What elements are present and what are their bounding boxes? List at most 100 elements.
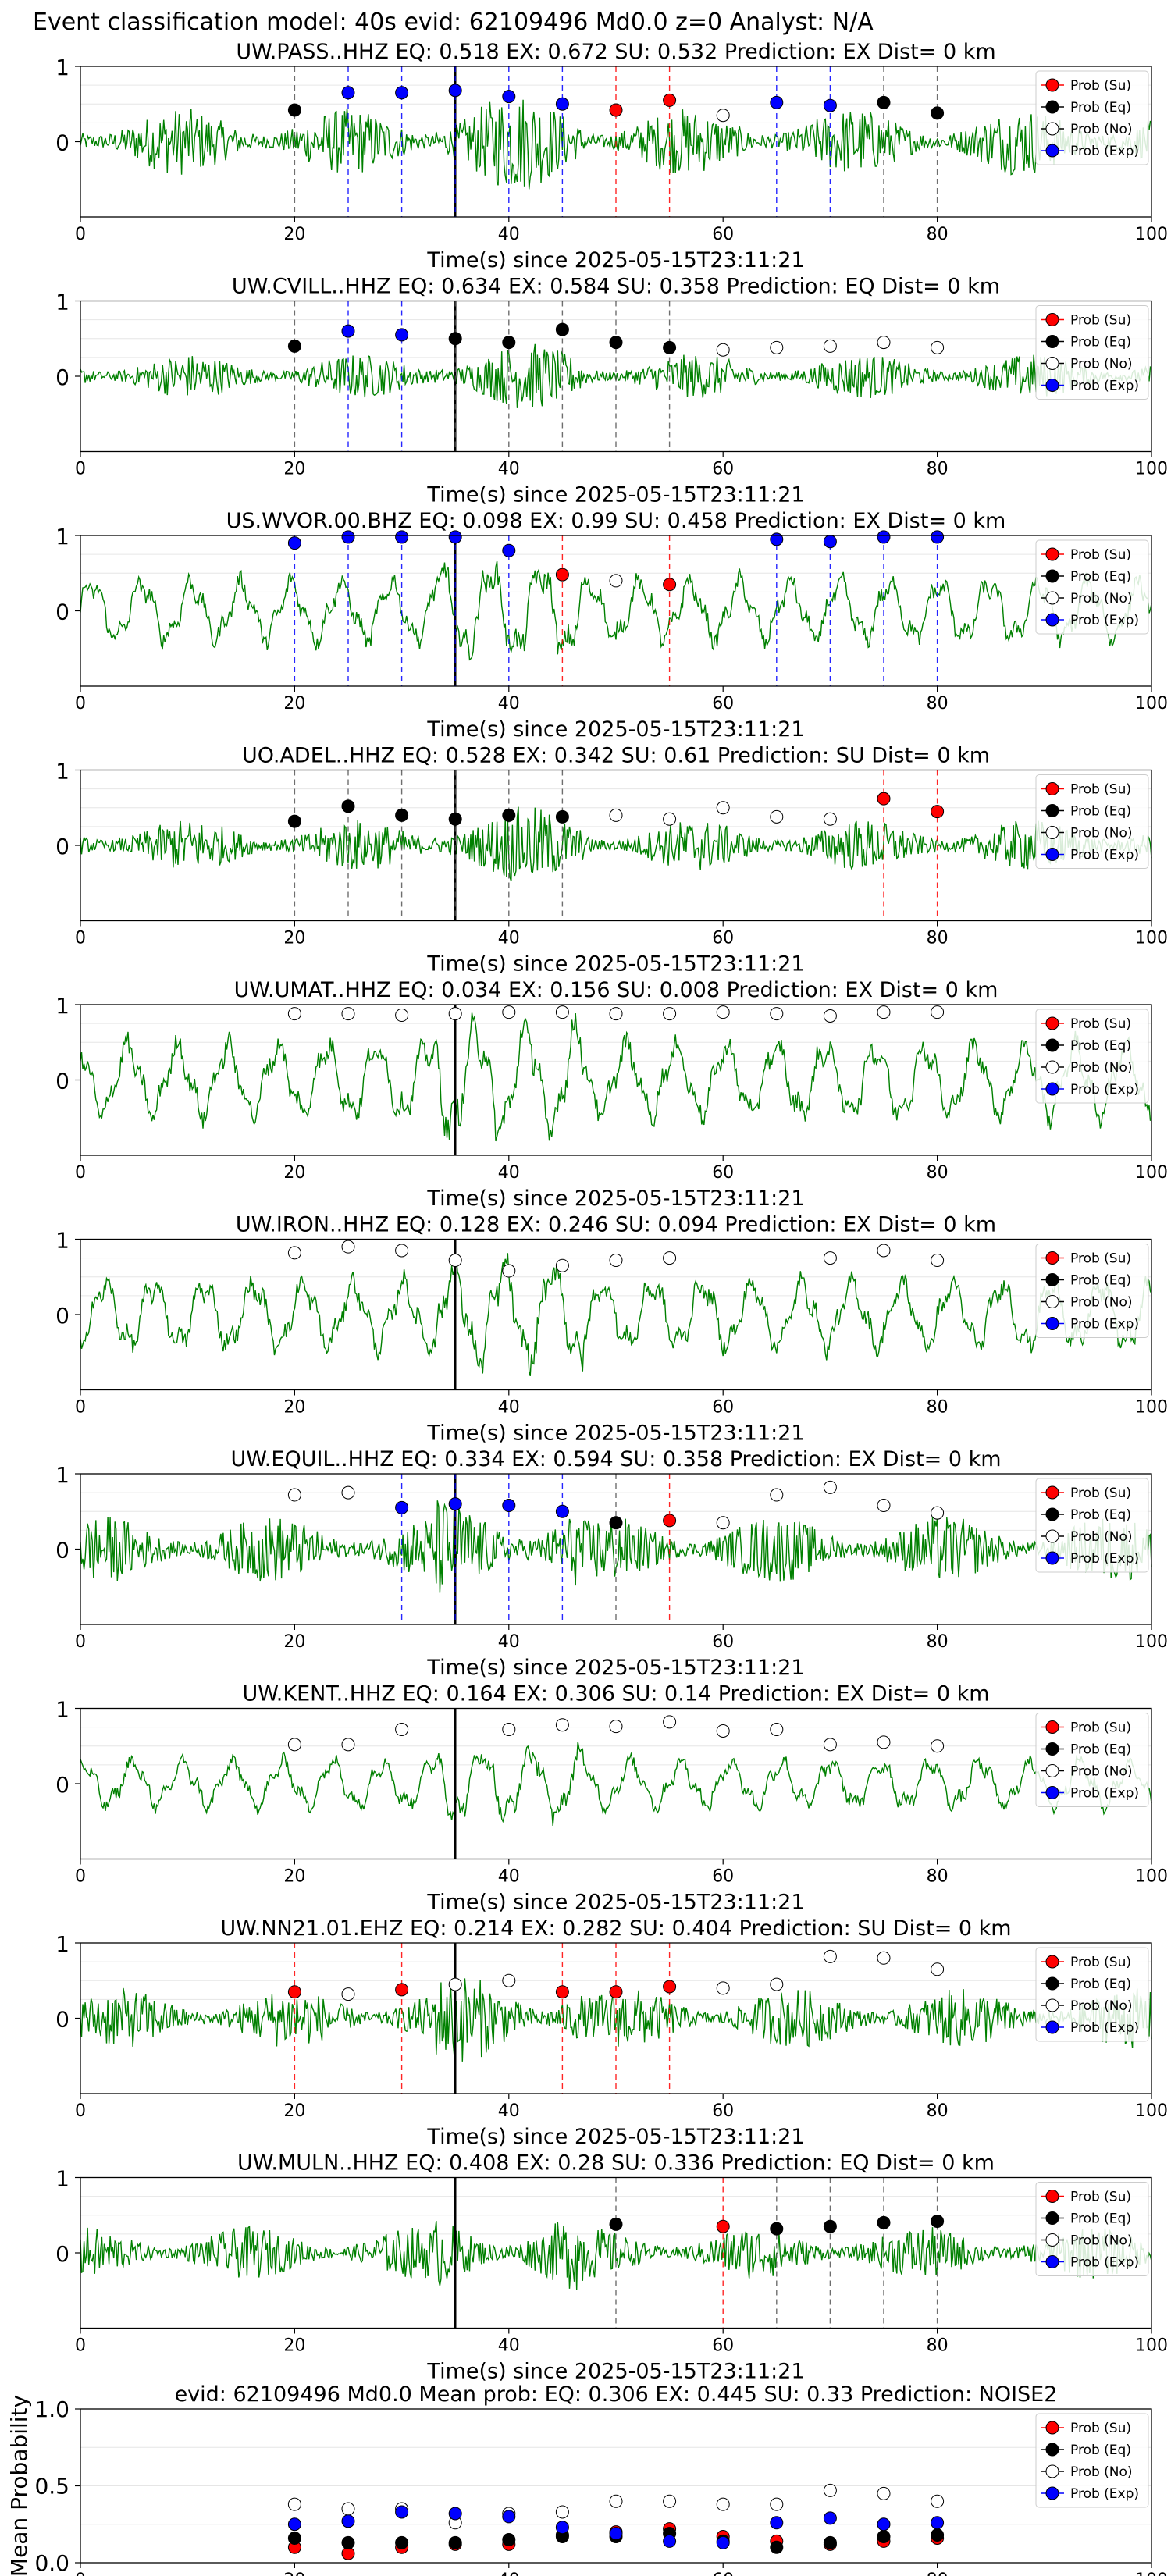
legend-marker-exp xyxy=(1045,1317,1059,1330)
x-tick-label: 0 xyxy=(75,2571,86,2576)
window-point-no xyxy=(823,812,837,826)
mean-point-eq xyxy=(823,2535,837,2549)
mean-point-no xyxy=(287,2497,301,2511)
y-tick-label: 1.0 xyxy=(34,2396,69,2422)
x-tick-label: 60 xyxy=(712,1163,734,1183)
window-point-exp xyxy=(502,90,516,104)
legend-marker-exp xyxy=(1045,1551,1059,1565)
x-tick-label: 100 xyxy=(1135,2336,1168,2356)
legend-label: Prob (Su) xyxy=(1070,2421,1131,2436)
legend-label: Prob (Eq) xyxy=(1070,1273,1131,1289)
x-tick-label: 60 xyxy=(712,694,734,713)
window-point-eq xyxy=(609,2217,623,2231)
mean-point-eq xyxy=(931,2528,945,2542)
legend-label: Prob (Su) xyxy=(1070,78,1131,94)
station-panel-8: UW.KENT..HHZ EQ: 0.164 EX: 0.306 SU: 0.1… xyxy=(55,1682,1168,1915)
x-tick-label: 40 xyxy=(498,460,520,479)
legend-label: Prob (Exp) xyxy=(1070,848,1139,863)
window-point-no xyxy=(877,1735,891,1749)
legend-marker-eq xyxy=(1045,100,1059,114)
window-point-no xyxy=(931,1739,945,1753)
legend-marker-su xyxy=(1045,1485,1059,1500)
legend-box xyxy=(1035,774,1149,869)
x-tick-label: 100 xyxy=(1135,225,1168,244)
x-tick-label: 60 xyxy=(712,1398,734,1418)
mean-point-no xyxy=(555,2505,569,2519)
x-tick-label: 20 xyxy=(283,1867,305,1887)
window-point-su xyxy=(663,578,677,592)
y-tick-label: 0.0 xyxy=(34,2550,69,2576)
window-point-no xyxy=(770,1723,784,1737)
x-tick-label: 80 xyxy=(927,1867,949,1887)
window-point-no xyxy=(931,1254,945,1268)
x-tick-label: 60 xyxy=(712,2571,734,2576)
window-point-su xyxy=(663,93,677,107)
window-point-su xyxy=(663,1514,677,1528)
x-tick-label: 40 xyxy=(498,1867,520,1887)
station-panel-10: UW.MULN..HHZ EQ: 0.408 EX: 0.28 SU: 0.33… xyxy=(55,2151,1168,2384)
window-point-no xyxy=(770,340,784,354)
legend-label: Prob (Su) xyxy=(1070,782,1131,798)
legend-marker-exp xyxy=(1045,2020,1059,2034)
panel-title: UW.EQUIL..HHZ EQ: 0.334 EX: 0.594 SU: 0.… xyxy=(230,1447,1001,1471)
axes-frame xyxy=(80,535,1152,687)
window-point-no xyxy=(770,1488,784,1502)
legend-label: Prob (Su) xyxy=(1070,1955,1131,1970)
window-point-exp xyxy=(341,324,355,338)
legend-label: Prob (Exp) xyxy=(1070,1082,1139,1098)
mean-point-exp xyxy=(502,2510,516,2524)
y-tick-label: 0 xyxy=(55,2241,69,2267)
legend-marker-no xyxy=(1045,591,1059,605)
window-point-eq xyxy=(502,808,516,822)
legend: Prob (Su) Prob (Eq) Prob (No) Prob (Exp) xyxy=(1035,774,1149,869)
window-point-no xyxy=(341,1240,355,1254)
window-point-no xyxy=(823,339,837,353)
window-point-eq xyxy=(931,106,945,120)
window-point-exp xyxy=(341,86,355,100)
legend-label: Prob (Su) xyxy=(1070,1016,1131,1032)
window-point-eq xyxy=(609,1516,623,1530)
window-point-su xyxy=(877,792,891,806)
mean-point-exp xyxy=(395,2505,409,2519)
mean-point-eq xyxy=(502,2532,516,2546)
mean-point-exp xyxy=(287,2517,301,2532)
window-point-eq xyxy=(287,103,301,117)
legend-marker-no xyxy=(1045,1060,1059,1074)
panel-title: UW.NN21.01.EHZ EQ: 0.214 EX: 0.282 SU: 0… xyxy=(220,1916,1011,1941)
mean-point-no xyxy=(663,2494,677,2508)
axes-frame xyxy=(80,1238,1152,1391)
y-tick-label: 0 xyxy=(55,1538,69,1564)
x-tick-label: 80 xyxy=(927,1163,949,1183)
x-axis-label: Time(s) since 2025-05-15T23:11:21 xyxy=(426,248,804,272)
x-tick-label: 60 xyxy=(712,2336,734,2356)
mean-point-no xyxy=(877,2486,891,2500)
x-tick-label: 80 xyxy=(927,1632,949,1652)
legend-marker-no xyxy=(1045,2464,1059,2478)
mean-probability-panel: evid: 62109496 Md0.0 Mean prob: EQ: 0.30… xyxy=(6,2382,1168,2576)
y-tick-label: 1 xyxy=(55,524,69,550)
x-tick-label: 0 xyxy=(75,1632,86,1652)
legend-marker-eq xyxy=(1045,1742,1059,1756)
legend-marker-eq xyxy=(1045,2443,1059,2457)
waveform-trace xyxy=(80,560,1152,661)
x-tick-label: 20 xyxy=(283,2571,305,2576)
legend-label: Prob (Eq) xyxy=(1070,804,1131,820)
y-tick-label: 0.5 xyxy=(34,2474,69,2500)
legend-marker-su xyxy=(1045,78,1059,92)
window-point-no xyxy=(877,1499,891,1513)
window-point-eq xyxy=(877,2215,891,2229)
legend: Prob (Su) Prob (Eq) Prob (No) Prob (Exp) xyxy=(1035,1009,1149,1104)
window-point-exp xyxy=(770,95,784,109)
y-tick-label: 0 xyxy=(55,1069,69,1094)
mean-point-exp xyxy=(931,2516,945,2530)
station-panel-6: UW.IRON..HHZ EQ: 0.128 EX: 0.246 SU: 0.0… xyxy=(55,1213,1168,1446)
legend-marker-exp xyxy=(1045,1786,1059,1799)
legend-label: Prob (Su) xyxy=(1070,1720,1131,1736)
window-point-exp xyxy=(823,535,837,549)
x-tick-label: 0 xyxy=(75,1867,86,1887)
window-point-no xyxy=(931,1506,945,1520)
y-tick-label: 0 xyxy=(55,365,69,390)
legend-label: Prob (No) xyxy=(1070,826,1133,841)
window-point-no xyxy=(609,1720,623,1734)
